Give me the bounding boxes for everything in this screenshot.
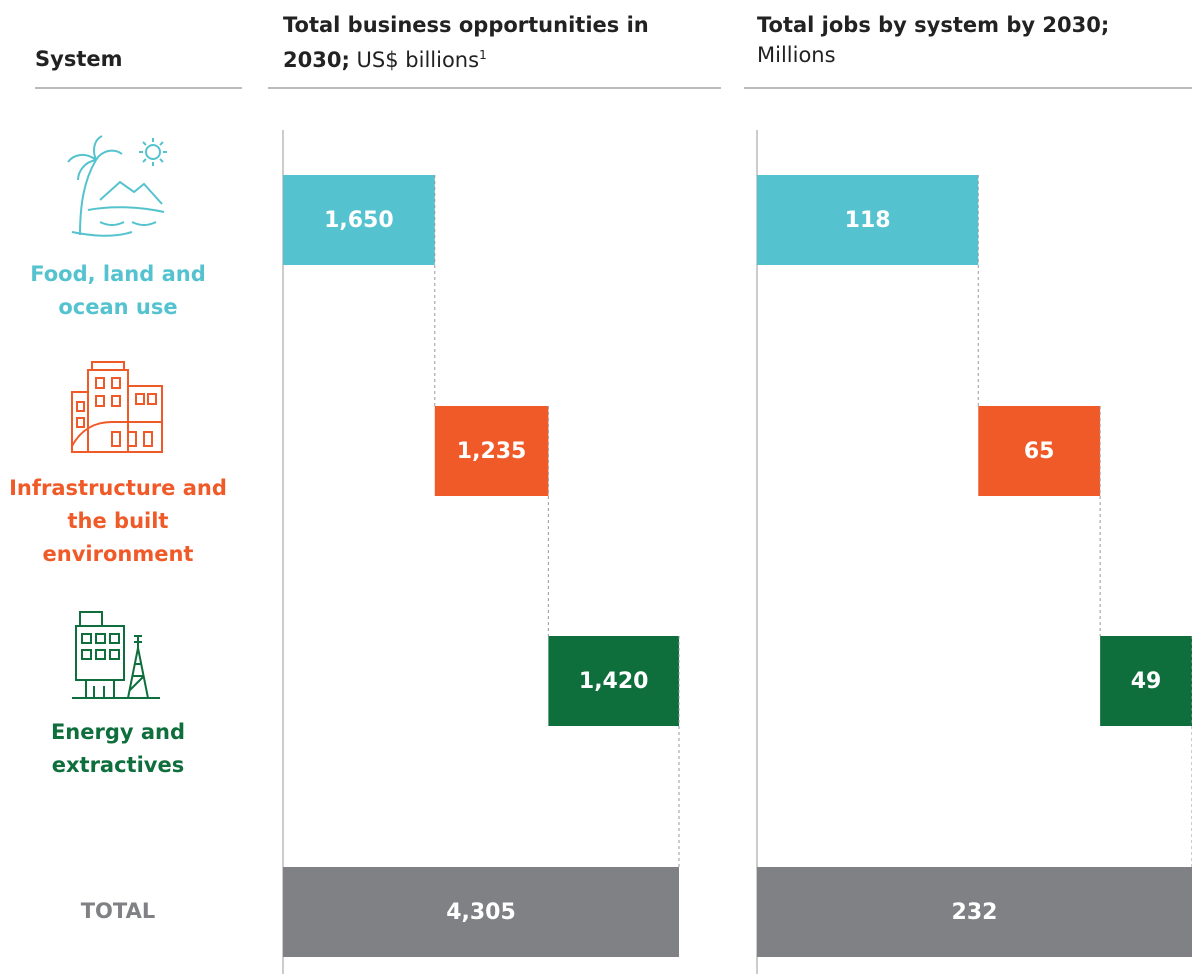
bar [757, 175, 979, 265]
total-label: 4,305 [446, 900, 516, 925]
panel-title: Total jobs by system by 2030; Millions [757, 10, 1157, 70]
icon-food [67, 135, 167, 237]
panel-title: Total business opportunities in 2030; US… [283, 10, 703, 75]
value-label: 1,650 [324, 208, 394, 233]
total-label: 232 [952, 900, 998, 925]
unit: Millions [757, 43, 836, 67]
total-name: TOTAL [80, 899, 156, 923]
unit: US$ billions [356, 48, 480, 72]
category-label: Food, land and ocean use [30, 262, 206, 319]
bar [1100, 636, 1192, 726]
value-label: 65 [1024, 439, 1055, 464]
title: Total business opportunities in 2030; [283, 13, 649, 72]
total-bar [757, 867, 1192, 957]
value-label: 118 [845, 208, 891, 233]
bar [978, 406, 1101, 496]
bar [283, 175, 435, 265]
row-header: System [35, 47, 123, 71]
category-label: Infrastructure and the built environment [9, 476, 227, 566]
icon-energy [72, 611, 160, 699]
value-label: 49 [1131, 669, 1162, 694]
bar [434, 406, 549, 496]
value-label: 1,420 [579, 669, 649, 694]
total-bar [283, 867, 679, 957]
bar [548, 636, 679, 726]
value-label: 1,235 [457, 439, 527, 464]
category-label: Energy and extractives [50, 720, 186, 777]
footnote: 1 [479, 48, 487, 62]
icon-infrastructure [71, 361, 163, 453]
title: Total jobs by system by 2030; [757, 13, 1110, 37]
